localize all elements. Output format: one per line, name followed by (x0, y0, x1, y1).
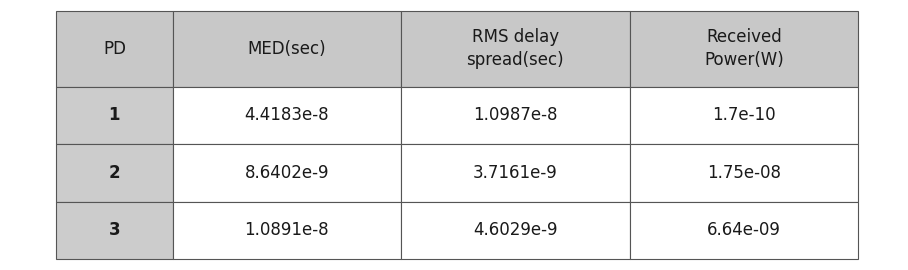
Text: 1.75e-08: 1.75e-08 (706, 164, 781, 182)
Text: 8.6402e-9: 8.6402e-9 (244, 164, 329, 182)
Text: 4.6029e-9: 4.6029e-9 (473, 221, 558, 239)
Text: PD: PD (103, 40, 126, 58)
FancyBboxPatch shape (173, 11, 401, 87)
FancyBboxPatch shape (629, 11, 858, 87)
Text: 3.7161e-9: 3.7161e-9 (473, 164, 558, 182)
Text: 6.64e-09: 6.64e-09 (706, 221, 781, 239)
Text: 1.7e-10: 1.7e-10 (712, 106, 775, 124)
Text: 1.0891e-8: 1.0891e-8 (244, 221, 329, 239)
FancyBboxPatch shape (173, 144, 401, 202)
Text: RMS delay
spread(sec): RMS delay spread(sec) (467, 28, 564, 69)
FancyBboxPatch shape (56, 202, 173, 259)
Text: 2: 2 (109, 164, 120, 182)
Text: 4.4183e-8: 4.4183e-8 (244, 106, 329, 124)
Text: MED(sec): MED(sec) (248, 40, 326, 58)
FancyBboxPatch shape (629, 202, 858, 259)
FancyBboxPatch shape (401, 11, 629, 87)
FancyBboxPatch shape (173, 202, 401, 259)
FancyBboxPatch shape (56, 11, 173, 87)
Text: 1.0987e-8: 1.0987e-8 (473, 106, 558, 124)
FancyBboxPatch shape (56, 87, 173, 144)
FancyBboxPatch shape (173, 87, 401, 144)
Text: 1: 1 (109, 106, 120, 124)
FancyBboxPatch shape (629, 144, 858, 202)
FancyBboxPatch shape (401, 144, 629, 202)
FancyBboxPatch shape (401, 87, 629, 144)
FancyBboxPatch shape (629, 87, 858, 144)
Text: 3: 3 (109, 221, 120, 239)
FancyBboxPatch shape (401, 202, 629, 259)
FancyBboxPatch shape (56, 144, 173, 202)
Text: Received
Power(W): Received Power(W) (704, 28, 784, 69)
